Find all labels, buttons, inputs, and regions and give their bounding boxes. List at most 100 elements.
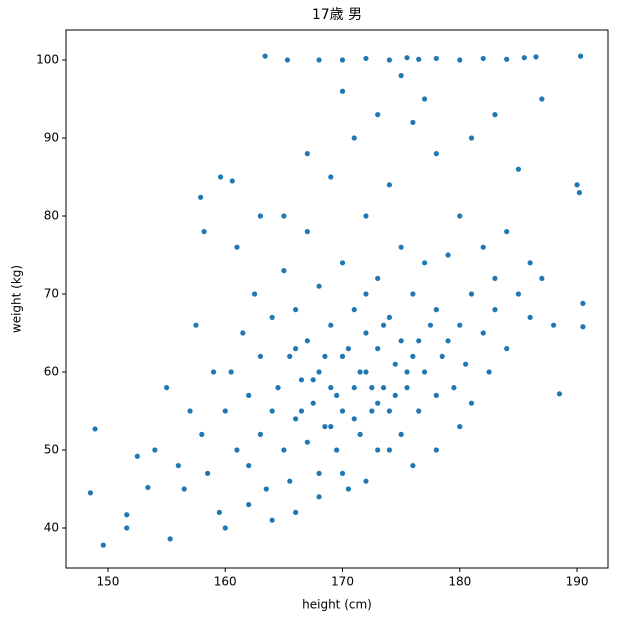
point [351, 385, 357, 391]
point [363, 291, 369, 297]
point [533, 54, 539, 60]
point [363, 369, 369, 375]
point [556, 391, 563, 397]
point [433, 151, 439, 157]
point [421, 96, 428, 102]
y-tick-label: 80 [44, 209, 59, 223]
point [269, 408, 275, 414]
point [339, 408, 346, 414]
point [433, 307, 439, 313]
point [216, 509, 222, 515]
point [257, 213, 264, 219]
y-tick-label: 100 [36, 53, 59, 67]
point [287, 353, 293, 360]
point [580, 324, 586, 330]
point [380, 385, 387, 391]
x-tick-label: 170 [331, 575, 354, 589]
point [246, 462, 252, 469]
x-tick-label: 160 [214, 575, 237, 589]
point [421, 369, 428, 375]
point [193, 322, 199, 328]
point [439, 353, 445, 360]
point [421, 260, 428, 266]
point [410, 291, 416, 297]
point [468, 135, 475, 141]
y-tick-label: 40 [44, 520, 59, 534]
point [550, 322, 557, 328]
point [433, 55, 439, 62]
point [310, 377, 316, 383]
x-tick-label: 180 [448, 575, 471, 589]
point [375, 346, 381, 352]
point [357, 431, 363, 437]
point [293, 307, 299, 313]
point [539, 275, 545, 282]
point [304, 229, 310, 235]
point [281, 447, 287, 453]
point [433, 447, 439, 453]
point [187, 408, 193, 414]
point [375, 112, 381, 118]
point [404, 369, 410, 375]
point [339, 57, 346, 63]
point [328, 174, 334, 180]
point [445, 338, 451, 344]
point [410, 119, 416, 126]
point [398, 338, 404, 344]
point [222, 525, 228, 531]
point [515, 291, 522, 297]
point [205, 470, 211, 476]
point [100, 542, 106, 548]
point [134, 453, 140, 459]
point [363, 478, 369, 484]
point [304, 151, 310, 157]
point [457, 213, 463, 219]
point [404, 385, 410, 391]
point [217, 174, 224, 180]
point [345, 346, 351, 352]
point [574, 182, 580, 188]
point [145, 484, 151, 491]
point [486, 369, 492, 375]
point [339, 353, 346, 360]
point [257, 431, 264, 437]
point [398, 244, 404, 250]
point [580, 300, 586, 306]
x-tick-label: 150 [97, 575, 120, 589]
point [427, 322, 434, 328]
point [304, 439, 310, 445]
point [480, 330, 486, 336]
point [316, 57, 322, 63]
point [576, 190, 582, 196]
y-tick-label: 70 [44, 287, 59, 301]
point [322, 353, 328, 360]
point [457, 423, 463, 430]
point [328, 322, 334, 328]
point [167, 536, 173, 542]
point [316, 494, 322, 500]
point [527, 260, 533, 266]
point [369, 408, 375, 414]
x-axis-label: height (cm) [302, 598, 372, 612]
point [92, 426, 98, 432]
point [480, 244, 486, 250]
point [375, 400, 381, 406]
point [281, 213, 287, 219]
point [363, 55, 369, 62]
point [457, 322, 463, 328]
point [281, 268, 287, 274]
point [416, 56, 422, 62]
point [527, 314, 533, 321]
point [433, 392, 439, 399]
point [451, 385, 457, 391]
plot-frame [65, 29, 609, 569]
point [492, 112, 498, 118]
point [480, 55, 486, 62]
point [229, 178, 235, 184]
point [175, 462, 181, 469]
point [124, 525, 130, 531]
point [210, 369, 217, 375]
point [234, 244, 240, 250]
point [410, 353, 416, 360]
point [339, 88, 346, 94]
